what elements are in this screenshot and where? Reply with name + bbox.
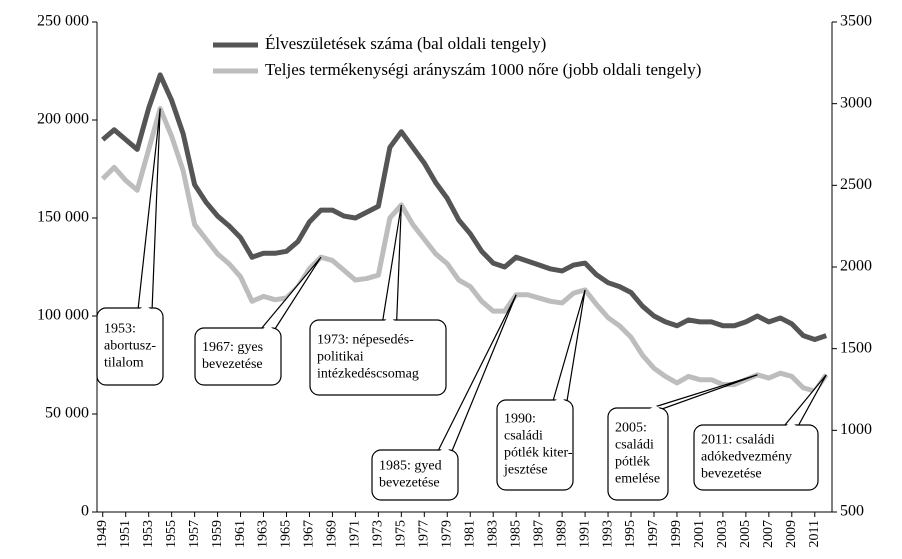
callout-pointer xyxy=(782,374,827,427)
annotation: 2011: családi adókedvezmény bevezetése xyxy=(693,374,827,491)
annotation-text: 1953: xyxy=(104,322,136,337)
callout-box xyxy=(309,319,447,396)
annotation: 1953: abortusz-tilalom xyxy=(96,108,164,386)
annotation-text: bevezetése xyxy=(202,357,263,372)
x-tick-label: 1953 xyxy=(141,520,156,548)
annotation-text: politikai xyxy=(317,350,364,365)
annotation-text: bevezetése xyxy=(379,476,440,491)
callout-join xyxy=(785,422,798,427)
x-tick-label: 1991 xyxy=(577,520,592,548)
callout-join xyxy=(383,317,396,322)
y-tick-label: 250 000 xyxy=(37,13,89,30)
callout-box xyxy=(607,407,669,501)
annotation: 1985: gyed bevezetése xyxy=(371,294,517,501)
callout-box xyxy=(194,327,282,386)
x-tick-label: 1983 xyxy=(485,520,500,548)
y2-tick-label: 2500 xyxy=(840,176,872,193)
x-tick-label: 1963 xyxy=(256,520,271,548)
x-tick-label: 1977 xyxy=(417,520,432,548)
callout-join xyxy=(649,405,661,410)
y2-tick-label: 500 xyxy=(840,503,864,520)
x-tick-label: 1979 xyxy=(439,520,454,548)
x-tick-label: 1961 xyxy=(233,520,248,548)
callout-join xyxy=(554,397,566,402)
annotation-text: 1990: xyxy=(504,412,536,427)
x-tick-label: 2005 xyxy=(738,520,753,548)
series-line xyxy=(101,72,828,343)
x-tick-label: 1955 xyxy=(164,520,179,548)
y2-tick-label: 2000 xyxy=(840,258,872,275)
annotation-text: pótlék kiter- xyxy=(504,446,573,461)
y-tick-label: 150 000 xyxy=(37,209,89,226)
x-tick-label: 1971 xyxy=(348,520,363,548)
x-tick-label: 1967 xyxy=(302,520,317,548)
y2-tick-label: 1500 xyxy=(840,339,872,356)
annotation-text: családi xyxy=(615,438,654,453)
x-tick-label: 1973 xyxy=(371,520,386,548)
legend-label: Élveszületések száma (bal oldali tengely… xyxy=(265,34,546,53)
x-tick-label: 1975 xyxy=(394,520,409,548)
x-tick-label: 2011 xyxy=(807,520,822,547)
annotation-text: 2011: családi xyxy=(701,433,775,448)
x-tick-label: 1951 xyxy=(118,520,133,548)
x-tick-label: 1957 xyxy=(187,520,202,548)
x-tick-label: 1997 xyxy=(646,520,661,548)
annotation: 2005: családi pótlék emelése xyxy=(607,374,758,501)
x-tick-label: 1999 xyxy=(669,520,684,548)
annotation-text: családi xyxy=(504,429,543,444)
x-tick-label: 2007 xyxy=(761,520,776,548)
series-line xyxy=(100,106,829,394)
x-tick-label: 1989 xyxy=(554,520,569,548)
annotation-text: 1967: gyes xyxy=(202,340,263,355)
callout-join xyxy=(139,305,152,310)
callout-box xyxy=(496,399,574,491)
y2-tick-label: 3000 xyxy=(840,94,872,111)
annotation-text: 1973: népesedés- xyxy=(317,333,414,348)
annotation: 1990: családi pótlék kiter-jesztése xyxy=(496,289,586,491)
legend-label: Teljes termékenységi arányszám 1000 nőre… xyxy=(265,60,701,79)
x-tick-label: 1987 xyxy=(531,520,546,548)
y-tick-label: 50 000 xyxy=(45,405,89,422)
x-tick-label: 1959 xyxy=(210,520,225,548)
annotation-text: pótlék xyxy=(615,455,650,470)
y-tick-label: 0 xyxy=(81,503,89,520)
y2-tick-label: 1000 xyxy=(840,421,872,438)
annotation: 1973: népesedés-politikai intézkedéscsoma… xyxy=(309,204,447,396)
annotation-text: jesztése xyxy=(503,463,548,478)
x-tick-label: 2001 xyxy=(692,520,707,548)
y2-tick-label: 3500 xyxy=(840,13,872,30)
annotation-text: 2005: xyxy=(615,421,647,436)
callout-join xyxy=(262,325,274,330)
x-tick-label: 1949 xyxy=(95,520,110,548)
callout-pointer xyxy=(381,204,402,322)
x-tick-label: 1985 xyxy=(508,520,523,548)
x-tick-label: 2009 xyxy=(784,520,799,548)
annotation: 1967: gyes bevezetése xyxy=(194,256,322,386)
callout-box xyxy=(96,307,164,386)
y-tick-label: 200 000 xyxy=(37,111,89,128)
callout-box xyxy=(693,424,819,491)
annotation-text: adókedvezmény xyxy=(701,450,792,465)
callout-box xyxy=(371,449,459,501)
annotation-text: tilalom xyxy=(104,356,144,371)
x-tick-label: 1981 xyxy=(462,520,477,548)
y-tick-label: 100 000 xyxy=(37,307,89,324)
annotation-text: intézkedéscsomag xyxy=(317,367,419,382)
x-tick-label: 1969 xyxy=(325,520,340,548)
x-tick-label: 1993 xyxy=(600,520,615,548)
x-tick-label: 1995 xyxy=(623,520,638,548)
annotation-text: emelése xyxy=(615,472,660,487)
annotation-text: bevezetése xyxy=(701,467,762,482)
callout-pointer xyxy=(552,289,586,402)
x-tick-label: 2003 xyxy=(715,520,730,548)
annotation-text: abortusz- xyxy=(104,339,156,354)
annotation-text: 1985: gyed xyxy=(379,459,442,474)
x-tick-label: 1965 xyxy=(279,520,294,548)
callout-join xyxy=(439,447,451,452)
callout-pointer xyxy=(259,256,322,330)
